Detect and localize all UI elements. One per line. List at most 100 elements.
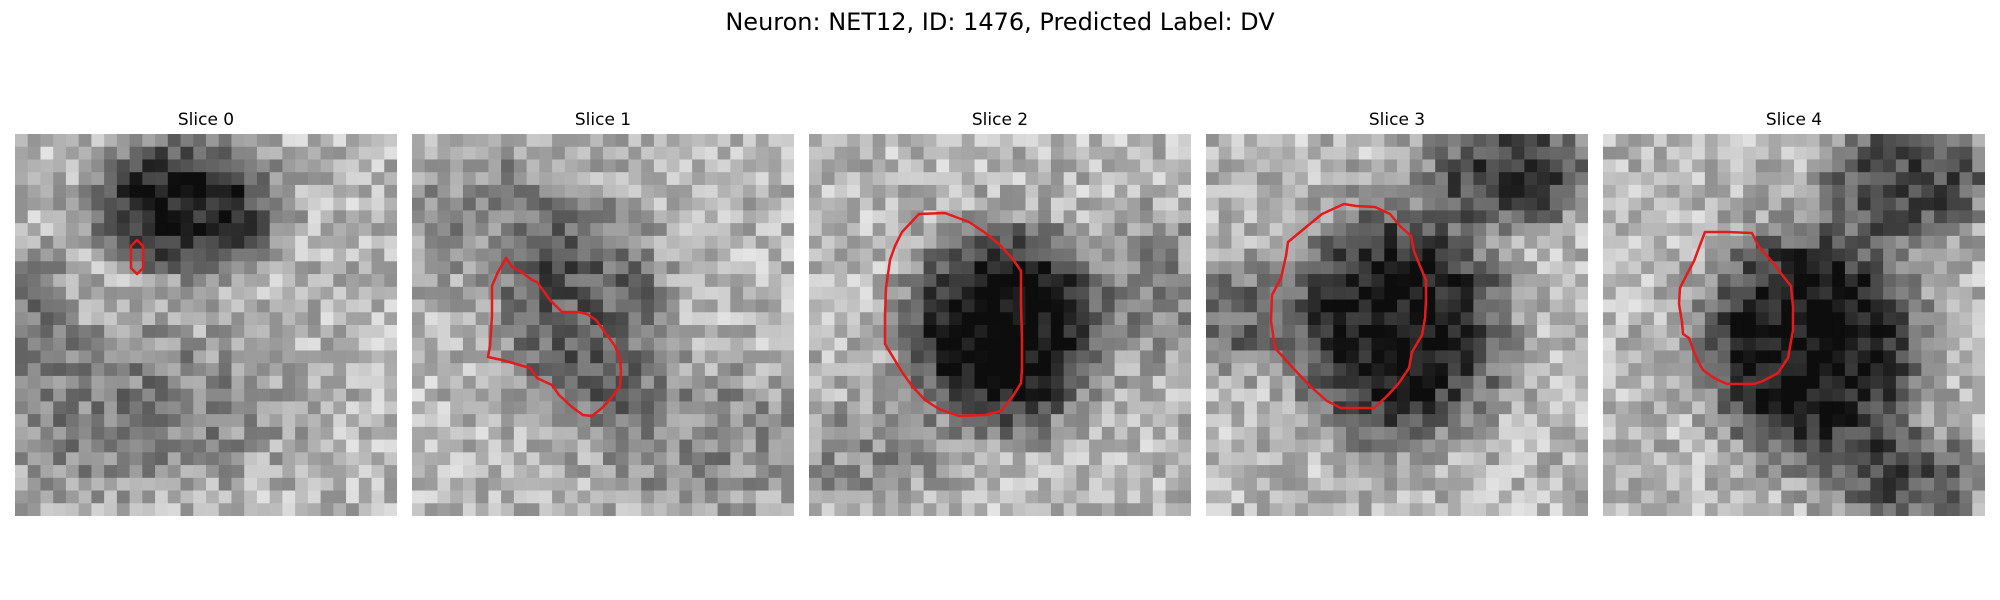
pixel-cell	[1050, 261, 1065, 275]
pixel-cell	[424, 248, 438, 262]
pixel-cell	[1641, 210, 1655, 224]
pixel-cell	[142, 286, 156, 301]
pixel-cell	[1498, 465, 1513, 479]
pixel-cell	[1921, 274, 1935, 288]
pixel-cell	[1628, 197, 1642, 211]
pixel-cell	[371, 350, 385, 364]
pixel-cell	[180, 465, 194, 479]
pixel-cell	[1000, 401, 1014, 415]
pixel-cell	[1832, 337, 1846, 351]
pixel-cell	[730, 172, 744, 186]
pixel-cell	[1883, 274, 1897, 288]
pixel-cell	[1307, 439, 1322, 453]
pixel-cell	[1653, 286, 1668, 301]
pixel-cell	[885, 146, 899, 160]
pixel-cell	[1628, 146, 1642, 160]
pixel-cell	[692, 210, 706, 224]
pixel-cell	[475, 299, 489, 313]
pixel-cell	[628, 477, 642, 492]
pixel-cell	[40, 274, 54, 288]
pixel-cell	[1178, 248, 1191, 262]
pixel-cell	[577, 452, 591, 466]
pixel-cell	[424, 134, 438, 148]
pixel-cell	[730, 299, 744, 313]
pixel-cell	[180, 363, 194, 377]
pixel-cell	[1231, 350, 1245, 364]
pixel-cell	[1972, 465, 1985, 479]
pixel-cell	[1025, 363, 1039, 377]
pixel-cell	[462, 159, 477, 173]
pixel-cell	[40, 134, 54, 148]
pixel-cell	[1806, 286, 1820, 301]
pixel-cell	[936, 503, 950, 516]
pixel-cell	[936, 414, 950, 428]
pixel-cell	[847, 452, 861, 466]
pixel-cell	[1460, 426, 1474, 441]
pixel-cell	[936, 350, 950, 364]
pixel-cell	[1679, 184, 1693, 199]
pixel-cell	[1832, 414, 1846, 428]
pixel-cell	[1256, 248, 1271, 262]
pixel-cell	[872, 235, 886, 250]
pixel-cell	[1063, 439, 1077, 453]
pixel-cell	[1422, 235, 1436, 250]
pixel-cell	[1409, 452, 1423, 466]
pixel-cell	[768, 197, 782, 211]
pixel-cell	[743, 184, 757, 199]
pixel-cell	[295, 414, 309, 428]
pixel-cell	[1730, 286, 1744, 301]
pixel-cell	[641, 337, 655, 351]
pixel-cell	[269, 337, 283, 351]
pixel-cell	[1165, 223, 1179, 237]
pixel-cell	[206, 210, 220, 224]
pixel-cell	[1435, 299, 1449, 313]
pixel-cell	[603, 248, 617, 262]
pixel-cell	[653, 312, 668, 326]
pixel-cell	[526, 146, 540, 160]
pixel-cell	[1127, 363, 1141, 377]
pixel-cell	[1666, 184, 1680, 199]
pixel-cell	[1921, 286, 1935, 301]
pixel-cell	[488, 401, 502, 415]
pixel-cell	[116, 414, 131, 428]
pixel-cell	[1282, 261, 1296, 275]
pixel-cell	[129, 401, 143, 415]
pixel-cell	[768, 184, 782, 199]
pixel-cell	[1063, 388, 1077, 402]
pixel-cell	[1603, 274, 1617, 288]
pixel-cell	[1486, 363, 1500, 377]
pixel-cell	[27, 375, 41, 390]
pixel-cell	[1435, 439, 1449, 453]
pixel-cell	[295, 388, 309, 402]
pixel-cell	[1025, 401, 1039, 415]
pixel-cell	[1127, 274, 1141, 288]
pixel-cell	[1537, 312, 1551, 326]
pixel-cell	[872, 261, 886, 275]
pixel-cell	[116, 184, 131, 199]
pixel-cell	[1140, 414, 1154, 428]
pixel-cell	[1384, 197, 1398, 211]
pixel-cell	[1743, 299, 1757, 313]
pixel-cell	[1895, 439, 1910, 453]
pixel-cell	[346, 210, 360, 224]
pixel-cell	[809, 197, 823, 211]
pixel-cell	[923, 146, 937, 160]
pixel-cell	[641, 452, 655, 466]
pixel-cell	[1435, 159, 1449, 173]
pixel-cell	[412, 235, 426, 250]
pixel-cell	[1244, 274, 1258, 288]
pixel-cell	[1178, 172, 1191, 186]
pixel-cell	[1333, 337, 1347, 351]
pixel-cell	[256, 261, 271, 275]
pixel-cell	[65, 388, 80, 402]
pixel-cell	[1333, 274, 1347, 288]
pixel-cell	[1730, 401, 1744, 415]
pixel-cell	[1206, 350, 1220, 364]
pixel-cell	[129, 248, 143, 262]
pixel-cell	[1934, 465, 1948, 479]
pixel-cell	[1256, 452, 1271, 466]
pixel-cell	[1307, 401, 1322, 415]
pixel-cell	[1000, 337, 1014, 351]
pixel-cell	[1972, 350, 1985, 364]
pixel-cell	[1603, 439, 1617, 453]
